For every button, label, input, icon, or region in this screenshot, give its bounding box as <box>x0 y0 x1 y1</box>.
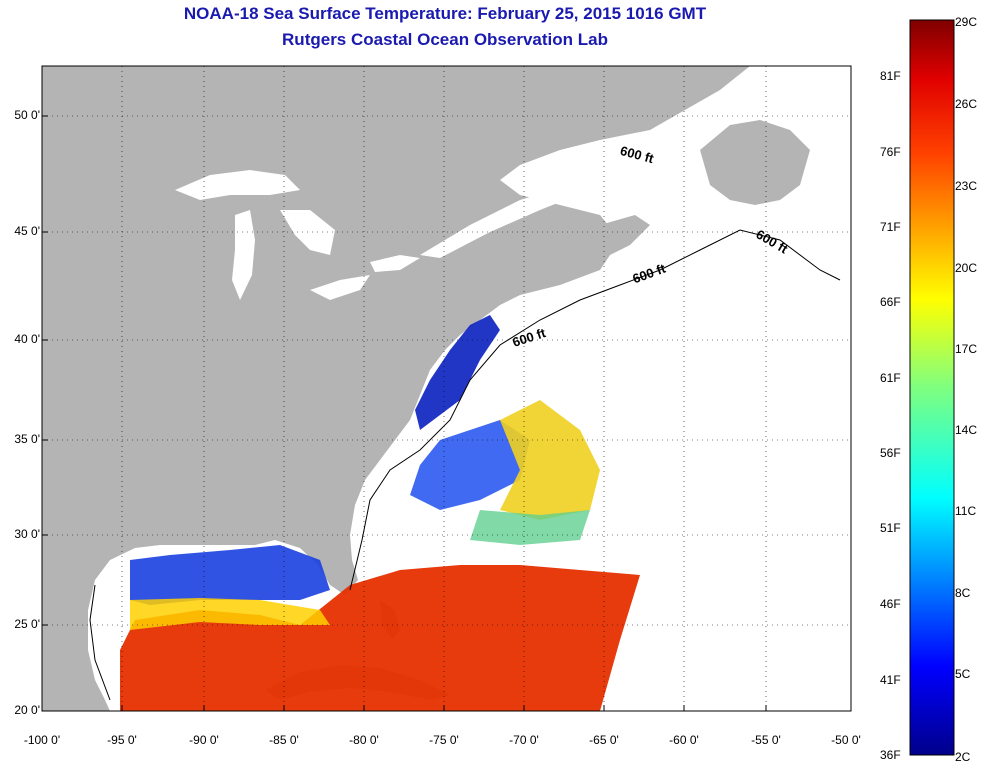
colorbar-f-label: 41F <box>880 673 901 687</box>
lon-label: -95 0' <box>107 733 137 747</box>
map-subtitle: Rutgers Coastal Ocean Observation Lab <box>282 30 608 49</box>
colorbar-f-label: 61F <box>880 371 901 385</box>
shelf-cold-swath <box>415 315 500 430</box>
colorbar-f-label: 66F <box>880 295 901 309</box>
offshore-mixed-swath <box>410 420 530 510</box>
lat-label: 45 0' <box>14 224 40 238</box>
newfoundland-land <box>700 120 810 205</box>
st-lawrence <box>420 180 600 258</box>
lat-label: 25 0' <box>14 617 40 631</box>
lat-label: 30 0' <box>14 527 40 541</box>
lon-label: -65 0' <box>589 733 619 747</box>
lon-label: -75 0' <box>429 733 459 747</box>
lake-michigan <box>232 210 255 300</box>
lon-label: -60 0' <box>669 733 699 747</box>
lon-label: -55 0' <box>751 733 781 747</box>
lon-label: -80 0' <box>349 733 379 747</box>
colorbar-c-label: 5C <box>955 667 971 681</box>
nova-scotia-land <box>570 215 650 260</box>
lon-label: -50 0' <box>831 733 861 747</box>
lon-label: -90 0' <box>189 733 219 747</box>
gulf-transition <box>130 598 330 630</box>
gulf-stream-yellow <box>500 400 600 520</box>
isobath-600ft <box>89 229 841 701</box>
colorbar-c-label: 20C <box>955 261 978 275</box>
gulf-stream-green <box>470 510 590 545</box>
colorbar-c-label: 17C <box>955 342 978 356</box>
colorbar-f-label: 76F <box>880 145 901 159</box>
colorbar-c-label: 2C <box>955 750 971 764</box>
map-frame <box>41 65 852 712</box>
lat-label: 50 0' <box>14 108 40 122</box>
colorbar-f-label: 36F <box>880 748 901 762</box>
colorbar <box>909 19 955 756</box>
colorbar-f-label: 51F <box>880 521 901 535</box>
lat-label: 20 0' <box>14 703 40 717</box>
lake-ontario <box>370 255 420 272</box>
colorbar-f-label: 46F <box>880 597 901 611</box>
colorbar-c-label: 8C <box>955 586 971 600</box>
colorbar-f-label: 81F <box>880 69 901 83</box>
lake-erie <box>310 275 370 300</box>
lon-label: -70 0' <box>509 733 539 747</box>
lake-huron <box>280 210 335 255</box>
lake-superior <box>175 170 300 200</box>
map-title: NOAA-18 Sea Surface Temperature: Februar… <box>183 4 707 23</box>
colorbar-c-label: 14C <box>955 423 978 437</box>
lon-label: -85 0' <box>269 733 299 747</box>
colorbar-c-label: 29C <box>955 15 978 29</box>
colorbar-f-label: 71F <box>880 220 901 234</box>
colorbar-f-label: 56F <box>880 446 901 460</box>
lon-label: -100 0' <box>23 733 61 747</box>
colorbar-c-label: 26C <box>955 97 978 111</box>
north-america-land <box>42 66 750 711</box>
lat-label: 35 0' <box>14 432 40 446</box>
lat-label: 40 0' <box>14 332 40 346</box>
gulf-cool-swath <box>130 545 330 605</box>
axis-ticks <box>42 115 767 711</box>
colorbar-c-label: 23C <box>955 179 978 193</box>
gulf-stream-warm-swath <box>120 565 640 711</box>
colorbar-c-label: 11C <box>955 504 977 518</box>
